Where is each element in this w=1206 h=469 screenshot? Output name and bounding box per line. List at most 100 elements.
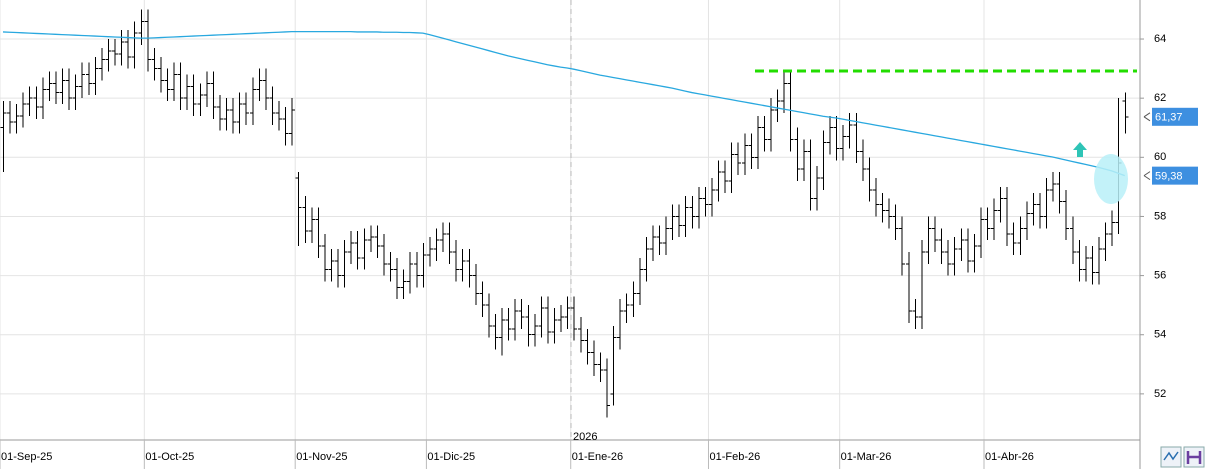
- ohlc-bar: [348, 231, 355, 264]
- x-tick-label: 01-Nov-25: [296, 451, 347, 463]
- ohlc-bar: [879, 192, 886, 223]
- ohlc-bar: [308, 207, 315, 244]
- ohlc-bar: [728, 142, 735, 193]
- ohlc-bar: [367, 225, 374, 252]
- ohlc-bar: [899, 216, 906, 276]
- toolbar-icon: [1163, 451, 1179, 461]
- ohlc-bar: [813, 166, 820, 211]
- price-tag-pointer: [1143, 171, 1151, 181]
- ohlc-bar: [66, 68, 73, 110]
- ohlc-bar: [932, 216, 939, 252]
- x-tick-label: 01-Abr-26: [985, 451, 1034, 463]
- ohlc-bar: [197, 83, 204, 116]
- ohlc-bar: [440, 222, 447, 252]
- year-marker: 2026: [573, 431, 597, 443]
- ohlc-bar: [571, 296, 578, 341]
- ohlc-bar: [669, 204, 676, 241]
- ohlc-bar: [20, 92, 27, 128]
- ohlc-bar: [151, 47, 158, 81]
- ohlc-bar: [951, 237, 958, 276]
- ohlc-bar: [918, 240, 925, 329]
- ohlc-bar: [735, 142, 742, 176]
- ohlc-bar: [971, 234, 978, 273]
- ohlc-bar: [754, 115, 761, 170]
- ohlc-bar: [702, 186, 709, 217]
- ohlc-bar: [341, 240, 348, 288]
- ohlc-bar: [827, 115, 834, 155]
- ohlc-bar: [394, 257, 401, 300]
- ohlc-bar: [741, 133, 748, 176]
- ohlc-bar: [72, 74, 79, 110]
- ohlc-bar: [695, 186, 702, 229]
- ohlc-bar: [656, 225, 663, 255]
- ohlc-bar: [321, 234, 328, 282]
- ohlc-bar: [892, 204, 899, 241]
- ohlc-bar: [230, 98, 237, 134]
- ohlc-bar: [131, 21, 138, 69]
- ohlc-bar: [125, 30, 132, 69]
- ohlc-bar: [840, 124, 847, 161]
- ohlc-bar: [420, 243, 427, 288]
- ohlc-bar: [295, 172, 302, 247]
- ohlc-bar: [794, 127, 801, 181]
- ohlc-bar: [46, 71, 53, 102]
- up-arrow: [1073, 142, 1087, 157]
- ohlc-bar: [479, 281, 486, 317]
- ohlc-bar: [584, 328, 591, 365]
- ohlc-bar: [203, 71, 210, 108]
- axes: 52 54 56 58 60 62 64 01-Sep-25 01-Oct-25 01-Nov-2…: [0, 33, 1198, 469]
- ohlc-bar: [1102, 222, 1109, 261]
- ohlc-bar: [492, 314, 499, 350]
- ohlc-bar: [1030, 192, 1037, 226]
- ohlc-bar: [190, 74, 197, 116]
- ohlc-bar: [997, 186, 1004, 223]
- ohlc-bar: [282, 107, 289, 146]
- ohlc-bar: [1122, 92, 1129, 134]
- ohlc-bar: [289, 98, 296, 146]
- ohlc-bar: [925, 216, 932, 264]
- ohlc-bar: [676, 204, 683, 238]
- ohlc-bar: [787, 71, 794, 152]
- ohlc-bar: [59, 68, 66, 105]
- ohlc-bar: [1023, 201, 1030, 241]
- ohlc-bar: [433, 228, 440, 261]
- ohlc-bar: [1089, 246, 1096, 285]
- ohlc-bar: [256, 68, 263, 102]
- ohlc-bar: [210, 71, 217, 119]
- ohlc-bar: [413, 251, 420, 288]
- ohlc-bar: [354, 231, 361, 270]
- ohlc-bar: [407, 251, 414, 294]
- ohlc-bar: [663, 216, 670, 255]
- ohlc-bar: [800, 139, 807, 181]
- ohlc-bar: [617, 299, 624, 350]
- ohlc-bar: [1069, 216, 1076, 264]
- ohlc-bar: [249, 77, 256, 125]
- ohlc-bar: [1017, 216, 1024, 255]
- ohlc-bar: [708, 178, 715, 217]
- ohlc-bar: [446, 222, 453, 264]
- ohlc-bar: [276, 101, 283, 131]
- ohlc-bar: [223, 98, 230, 131]
- ohlc-bar: [118, 30, 125, 66]
- ohlc-bar: [761, 115, 768, 152]
- ohlc-bar: [302, 195, 309, 244]
- ohlc-bar: [505, 308, 512, 341]
- ohlc-bar: [177, 62, 184, 110]
- ohlc-bar: [590, 340, 597, 377]
- ohlc-bar: [958, 228, 965, 261]
- ohlc-bar: [157, 56, 164, 93]
- ohlc-bar: [774, 89, 781, 122]
- ohlc-bar: [722, 160, 729, 193]
- ohlc-bar: [98, 47, 105, 81]
- ohlc-bar: [328, 248, 335, 282]
- ohlc-bar: [604, 358, 611, 418]
- ohlc-bar: [269, 86, 276, 125]
- ohlc-bar: [649, 225, 656, 261]
- ohlc-bar: [1056, 172, 1063, 214]
- ohlc-bar: [991, 198, 998, 241]
- ohlc-bar: [262, 68, 269, 110]
- y-tick-label: 60: [1154, 151, 1166, 163]
- ohlc-bar: [472, 263, 479, 306]
